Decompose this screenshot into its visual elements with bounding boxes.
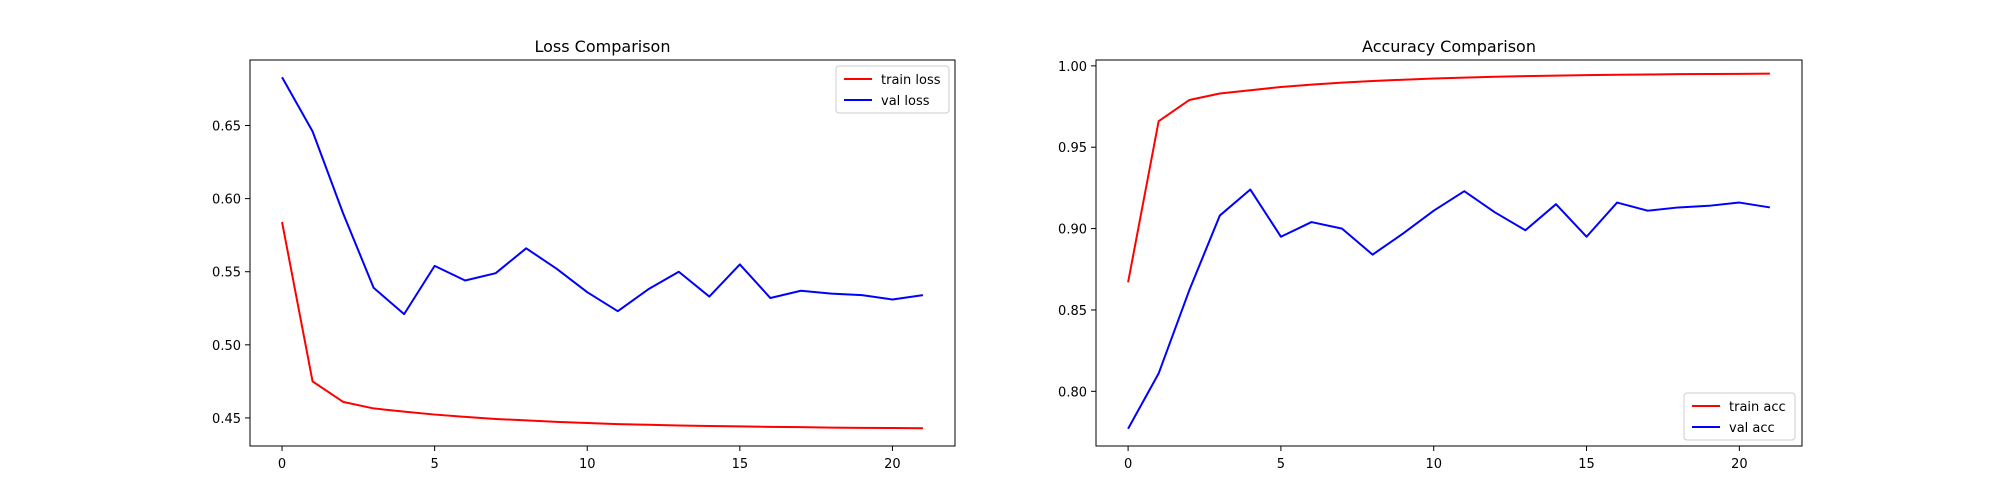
x-tick-label: 20 — [884, 457, 901, 472]
plot-area-frame — [1095, 59, 1803, 447]
legend: train acc val acc — [1683, 392, 1796, 441]
x-tick-label: 0 — [278, 457, 286, 472]
accuracy-comparison-chart: Accuracy Comparison 0 5 10 15 20 0.80 0.85 0.90 0… — [1058, 37, 1803, 472]
x-tick-label: 10 — [579, 457, 596, 472]
x-tick-label: 15 — [732, 457, 749, 472]
val-loss-line — [281, 76, 924, 316]
chart-title: Accuracy Comparison — [1362, 37, 1536, 56]
legend-box — [1683, 392, 1796, 441]
x-tick-label: 5 — [1277, 457, 1285, 472]
x-tick-label: 0 — [1124, 457, 1132, 472]
train-acc-line — [1127, 72, 1770, 283]
x-tick-label: 10 — [1425, 457, 1442, 472]
chart-title: Loss Comparison — [535, 37, 671, 56]
y-tick-label: 0.80 — [1058, 385, 1087, 400]
loss-comparison-chart: Loss Comparison 0 5 10 15 20 0.45 0.50 0.55 0.60 0… — [212, 37, 956, 472]
train-loss-legend-label: train loss — [881, 73, 941, 88]
val-acc-line — [1127, 188, 1771, 430]
val-loss-legend-label: val loss — [881, 94, 930, 109]
plot-area-frame — [249, 59, 956, 447]
x-tick-label: 5 — [431, 457, 439, 472]
train-acc-legend-label: train acc — [1729, 400, 1786, 415]
y-tick-label: 0.90 — [1058, 223, 1087, 238]
y-tick-label: 1.00 — [1058, 60, 1087, 75]
x-tick-label: 20 — [1731, 457, 1748, 472]
x-tick-label: 15 — [1578, 457, 1595, 472]
legend-box — [835, 65, 950, 114]
y-tick-label: 0.55 — [212, 266, 241, 281]
val-acc-legend-label: val acc — [1729, 421, 1775, 436]
y-tick-label: 0.60 — [212, 193, 241, 208]
train-loss-line — [281, 221, 923, 430]
y-tick-label: 0.65 — [212, 120, 241, 135]
legend: train loss val loss — [835, 65, 950, 114]
y-tick-label: 0.45 — [212, 412, 241, 427]
y-tick-label: 0.50 — [212, 339, 241, 354]
y-tick-label: 0.85 — [1058, 304, 1087, 319]
y-tick-label: 0.95 — [1058, 141, 1087, 156]
